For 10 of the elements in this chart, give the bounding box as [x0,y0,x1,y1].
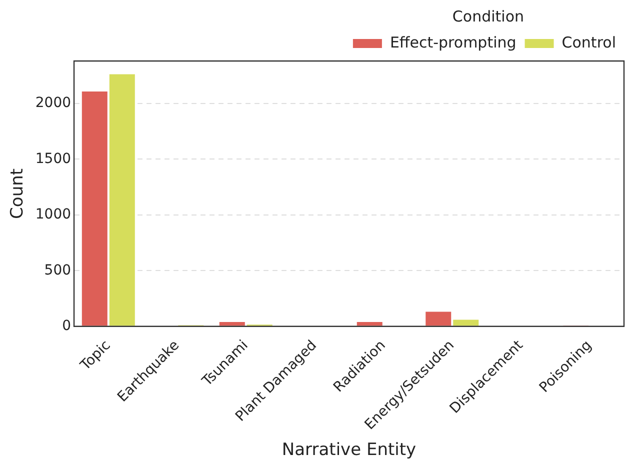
y-tick-label: 1000 [35,206,72,223]
x-axis-title: Narrative Entity [282,440,416,460]
y-axis-title: Count [8,168,28,219]
y-tick-label: 500 [44,262,72,278]
legend-label: Control [562,33,616,52]
legend-label: Effect-prompting [390,33,516,52]
y-tick-label: 1500 [35,150,72,167]
legend-title: Condition [452,7,524,26]
y-tick-label: 2000 [35,95,72,112]
y-tick-label: 0 [62,318,72,334]
